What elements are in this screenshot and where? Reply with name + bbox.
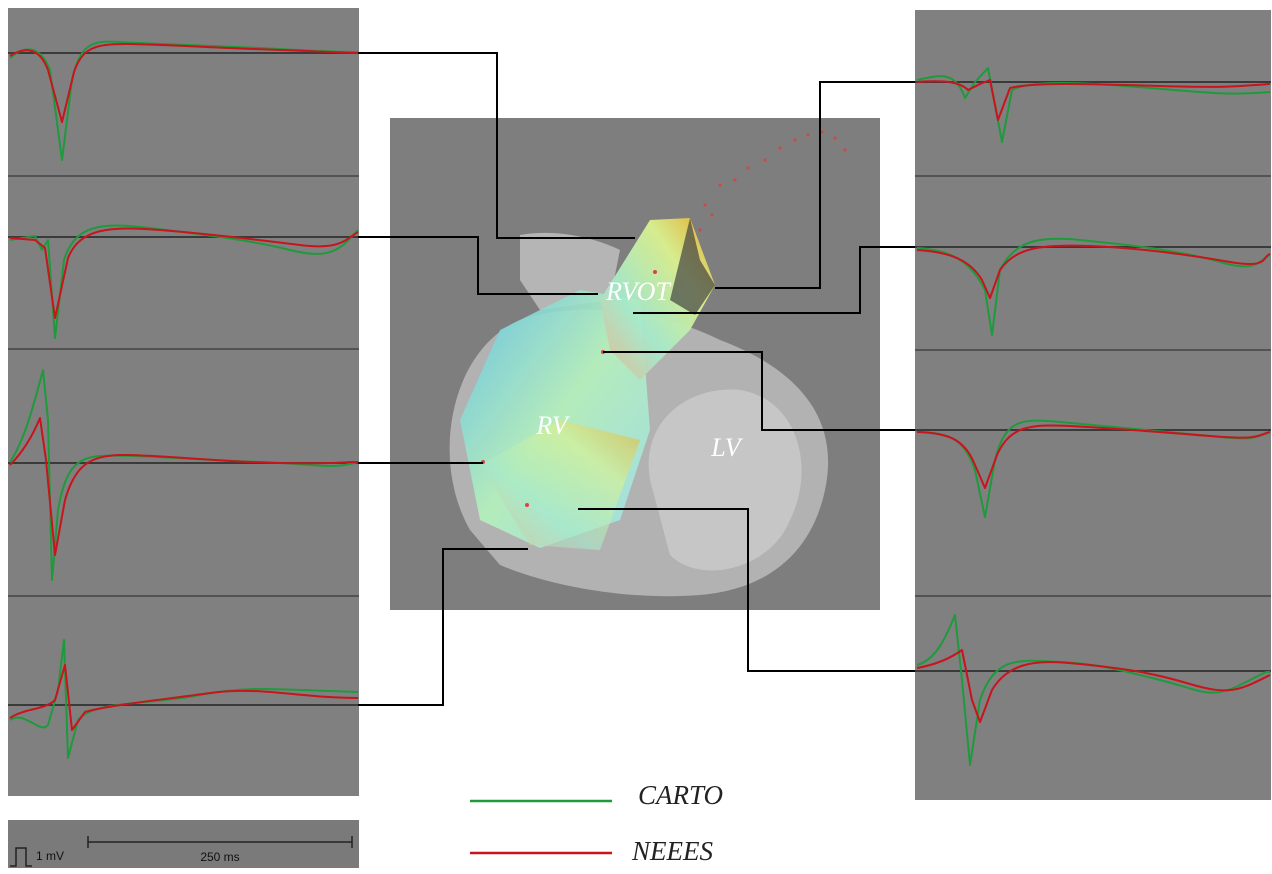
region-label: LV: [710, 433, 743, 462]
legend-label: CARTO: [638, 780, 723, 810]
figure: RVOT RV LV 1 mV 250 ms CARTO NEEES: [0, 0, 1272, 869]
page: RVOT RV LV 1 mV 250 ms CARTO NEEES (() =…: [0, 0, 1272, 869]
time-label: 250 ms: [200, 850, 239, 864]
region-label: RV: [535, 411, 570, 440]
amplitude-label: 1 mV: [36, 849, 64, 863]
legend-label: NEEES: [631, 836, 713, 866]
region-label: RVOT: [605, 277, 671, 306]
